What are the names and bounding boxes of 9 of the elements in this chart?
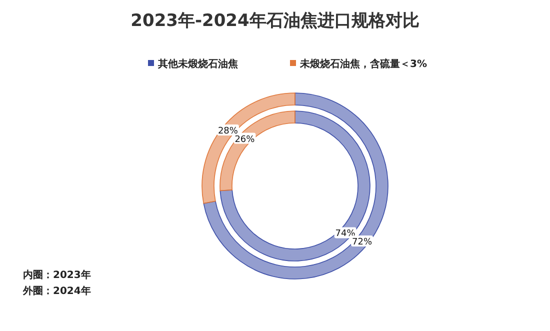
text: 外圈：2024年 — [22, 285, 91, 297]
data-label: 72% — [352, 237, 372, 248]
legend-label: 其他未煅烧石油焦 — [157, 58, 238, 70]
text: 内圈：2023年 — [23, 269, 91, 281]
chart-title: 2023年-2024年石油焦进口规格对比 — [130, 11, 420, 31]
data-label: 74% — [335, 229, 356, 240]
data-label: 26% — [234, 134, 256, 145]
data-label: 28% — [218, 126, 238, 137]
legend-label: 未煅烧石油焦，含硫量＜3% — [299, 58, 427, 70]
